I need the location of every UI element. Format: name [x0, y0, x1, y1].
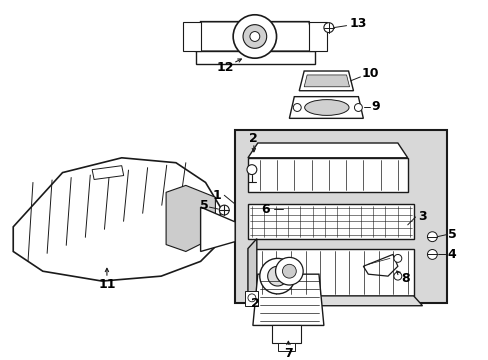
- Bar: [271, 325, 301, 343]
- Circle shape: [249, 32, 259, 41]
- Circle shape: [267, 266, 287, 286]
- Text: 2: 2: [251, 297, 260, 310]
- Text: 1: 1: [213, 189, 221, 202]
- Circle shape: [393, 272, 401, 280]
- Text: 5: 5: [447, 228, 455, 241]
- Circle shape: [243, 24, 266, 48]
- Circle shape: [282, 264, 296, 278]
- Circle shape: [323, 23, 333, 32]
- Text: 13: 13: [349, 17, 366, 30]
- Text: 11: 11: [98, 278, 116, 291]
- Text: 4: 4: [447, 248, 455, 261]
- Polygon shape: [166, 185, 215, 252]
- Polygon shape: [247, 296, 422, 306]
- Circle shape: [354, 104, 362, 112]
- Ellipse shape: [304, 100, 348, 116]
- Polygon shape: [252, 274, 323, 325]
- Text: 9: 9: [371, 100, 380, 113]
- Polygon shape: [195, 51, 314, 64]
- Polygon shape: [183, 22, 200, 51]
- Polygon shape: [363, 255, 397, 276]
- Polygon shape: [308, 22, 326, 51]
- Text: 12: 12: [216, 60, 234, 73]
- Circle shape: [275, 257, 303, 285]
- Polygon shape: [289, 96, 363, 118]
- Circle shape: [259, 258, 295, 294]
- Polygon shape: [299, 71, 353, 91]
- Polygon shape: [13, 158, 220, 281]
- Circle shape: [393, 255, 401, 262]
- Bar: [277, 343, 295, 351]
- Bar: [235, 130, 446, 303]
- Circle shape: [427, 232, 436, 242]
- Circle shape: [427, 249, 436, 259]
- Circle shape: [219, 205, 229, 215]
- Text: 8: 8: [401, 271, 409, 285]
- Polygon shape: [247, 248, 413, 296]
- Polygon shape: [247, 158, 407, 192]
- Text: 5: 5: [200, 199, 208, 212]
- Polygon shape: [244, 291, 257, 306]
- Circle shape: [246, 165, 256, 175]
- Circle shape: [293, 104, 301, 112]
- Text: 6: 6: [261, 203, 269, 216]
- Text: 3: 3: [417, 211, 426, 224]
- Text: 2: 2: [249, 131, 258, 145]
- Polygon shape: [304, 75, 349, 87]
- Polygon shape: [92, 166, 123, 180]
- Text: 10: 10: [361, 67, 378, 81]
- Circle shape: [247, 294, 255, 302]
- Polygon shape: [200, 207, 235, 252]
- Text: 7: 7: [284, 347, 292, 360]
- Polygon shape: [247, 143, 407, 158]
- Polygon shape: [195, 22, 314, 51]
- Bar: [247, 204, 413, 239]
- Circle shape: [233, 15, 276, 58]
- Polygon shape: [247, 239, 256, 306]
